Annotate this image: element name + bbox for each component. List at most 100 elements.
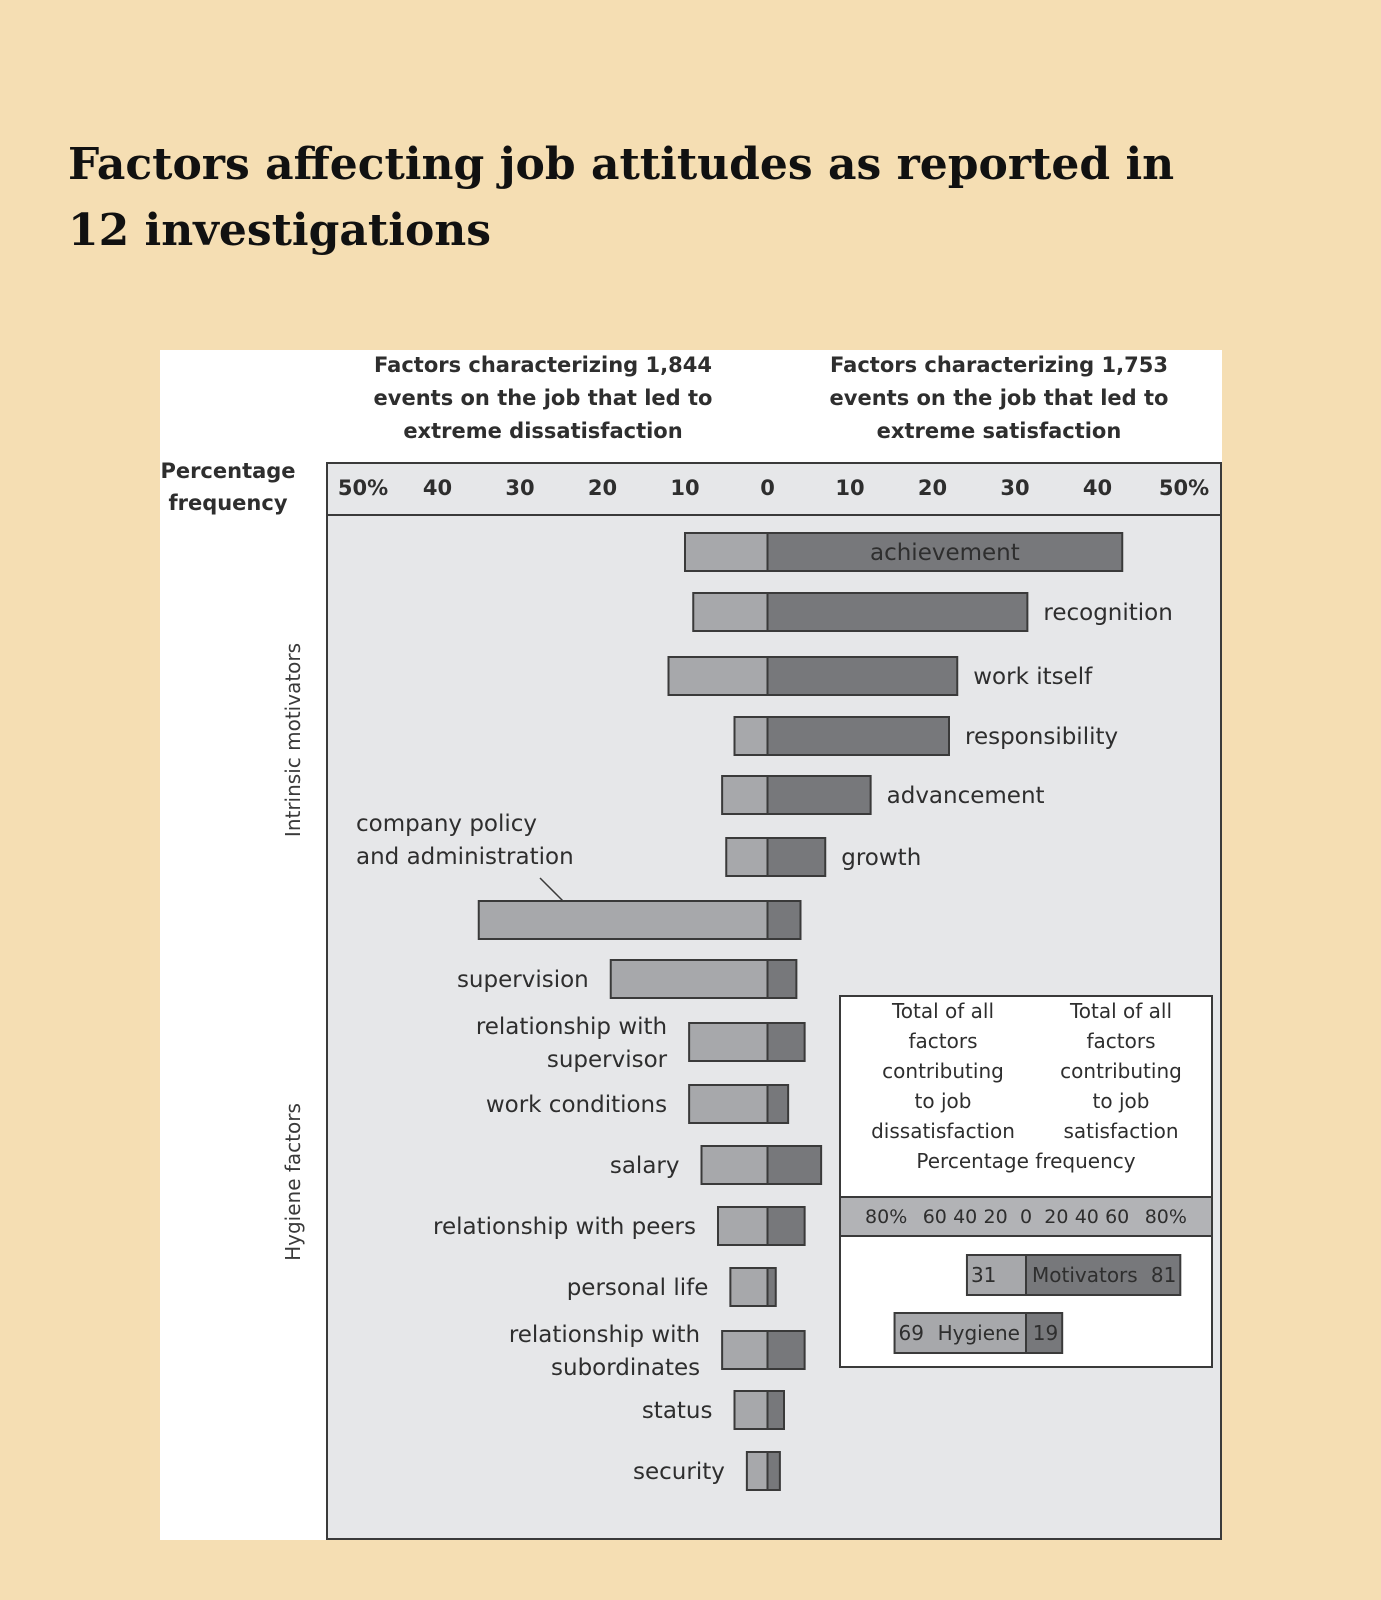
inset-value-label: 31 — [971, 1263, 996, 1287]
category-label: achievement — [870, 540, 1020, 566]
bar-satisfaction — [766, 1390, 785, 1430]
inset-tick-label: 60 — [1105, 1206, 1129, 1228]
diverging-bar-chart: Factors characterizing 1,844 events on th… — [160, 353, 1222, 1540]
category-label: supervisor — [547, 1047, 668, 1073]
bar-satisfaction — [766, 1145, 823, 1185]
bar-satisfaction — [766, 1330, 806, 1370]
bar-dissatisfaction — [692, 592, 769, 632]
inset-header-satisfaction: factors — [1086, 1029, 1155, 1053]
category-label: subordinates — [551, 1355, 700, 1381]
inset-bar-satisfaction — [1025, 1312, 1064, 1354]
inset-tick-label: 20 — [1044, 1206, 1068, 1228]
inset-header-satisfaction: satisfaction — [1063, 1119, 1178, 1143]
inset-frame — [839, 995, 1213, 1368]
axis-title: Percentage — [160, 459, 295, 483]
bar-dissatisfaction — [733, 716, 769, 756]
bar-satisfaction — [766, 656, 959, 696]
group-label-hygiene: Hygiene factors — [281, 1103, 305, 1261]
category-label: relationship with peers — [433, 1214, 696, 1240]
category-label: responsibility — [965, 724, 1118, 750]
bar-satisfaction — [766, 837, 827, 877]
inset-tick-label: 20 — [984, 1206, 1008, 1228]
inset-bar-name: Motivators — [1032, 1263, 1138, 1287]
axis-tick-label: 30 — [505, 476, 534, 500]
bar-dissatisfaction — [667, 656, 769, 696]
category-label: advancement — [887, 783, 1045, 809]
category-label: work itself — [973, 664, 1093, 690]
bar-dissatisfaction — [684, 532, 769, 572]
inset-header-dissatisfaction: to job — [915, 1089, 972, 1113]
header-dissatisfaction: Factors characterizing 1,844 — [374, 353, 712, 377]
inset-header-dissatisfaction: contributing — [882, 1059, 1004, 1083]
bar-dissatisfaction — [725, 837, 769, 877]
inset-header-satisfaction: Total of all — [1069, 999, 1172, 1023]
inset-tick-label: 40 — [1075, 1206, 1099, 1228]
bar-dissatisfaction — [745, 1451, 769, 1491]
header-satisfaction: extreme satisfaction — [877, 419, 1122, 443]
axis-tick-label: 40 — [1083, 476, 1112, 500]
bar-satisfaction — [766, 959, 798, 999]
category-label: growth — [841, 845, 921, 871]
bar-satisfaction — [766, 1451, 781, 1491]
bar-satisfaction — [766, 1206, 806, 1246]
inset-bar-satisfaction — [1025, 1254, 1182, 1296]
bar-dissatisfaction — [609, 959, 769, 999]
header-satisfaction: Factors characterizing 1,753 — [830, 353, 1168, 377]
axis-tick-label: 0 — [760, 476, 775, 500]
category-label: security — [633, 1459, 725, 1485]
page-title: Factors affecting job attitudes as repor… — [68, 139, 1175, 256]
inset-tick-label: 80% — [1145, 1206, 1187, 1228]
bar-dissatisfaction — [729, 1267, 769, 1307]
axis-tick-label: 10 — [835, 476, 864, 500]
header-satisfaction: events on the job that led to — [830, 386, 1169, 410]
header-dissatisfaction: events on the job that led to — [374, 386, 713, 410]
inset-tick-label: 0 — [1020, 1206, 1032, 1228]
axis-tick-label: 50% — [1159, 476, 1209, 500]
inset-tick-label: 80% — [865, 1206, 907, 1228]
inset-tick-label: 60 — [923, 1206, 947, 1228]
inset-header-dissatisfaction: factors — [908, 1029, 977, 1053]
axis-tick-label: 40 — [423, 476, 452, 500]
bar-dissatisfaction — [477, 900, 769, 940]
bar-satisfaction — [766, 592, 1029, 632]
inset-axis-title: Percentage frequency — [916, 1149, 1135, 1173]
inset-header-satisfaction: to job — [1093, 1089, 1150, 1113]
inset-header-dissatisfaction: Total of all — [891, 999, 994, 1023]
axis-tick-label: 20 — [918, 476, 947, 500]
inset-axis-band — [839, 1196, 1213, 1237]
axis-band — [326, 462, 1222, 516]
group-label-motivators: Intrinsic motivators — [281, 643, 305, 837]
category-label: supervision — [457, 967, 589, 993]
category-label: status — [642, 1398, 713, 1424]
category-label: relationship with — [476, 1014, 667, 1040]
bar-dissatisfaction — [688, 1022, 769, 1062]
category-label: relationship with — [509, 1322, 700, 1348]
bar-dissatisfaction — [721, 775, 769, 815]
category-label: company policy — [356, 811, 537, 837]
axis-tick-label: 50% — [338, 476, 388, 500]
bar-dissatisfaction — [717, 1206, 769, 1246]
label-leader-line — [539, 877, 564, 902]
bar-dissatisfaction — [733, 1390, 769, 1430]
category-label: salary — [610, 1153, 680, 1179]
inset-value-label: 69 — [899, 1321, 924, 1345]
bar-satisfaction — [766, 1022, 806, 1062]
axis-tick-label: 20 — [588, 476, 617, 500]
bar-dissatisfaction — [688, 1084, 769, 1124]
category-label: and administration — [356, 844, 574, 870]
inset-header-satisfaction: contributing — [1060, 1059, 1182, 1083]
category-label: personal life — [567, 1275, 709, 1301]
bar-satisfaction — [766, 1267, 777, 1307]
header-dissatisfaction: extreme dissatisfaction — [403, 419, 682, 443]
bar-satisfaction — [766, 716, 950, 756]
axis-tick-label: 10 — [670, 476, 699, 500]
plot-frame — [326, 462, 1222, 1540]
bar-satisfaction — [766, 900, 802, 940]
bar-dissatisfaction — [721, 1330, 769, 1370]
axis-title: frequency — [168, 491, 287, 515]
inset-value-label: 81 — [1151, 1263, 1176, 1287]
axis-tick-label: 30 — [1000, 476, 1029, 500]
inset-tick-label: 40 — [953, 1206, 977, 1228]
bar-satisfaction — [766, 532, 1124, 572]
inset-bar-name: Hygiene — [938, 1321, 1020, 1345]
